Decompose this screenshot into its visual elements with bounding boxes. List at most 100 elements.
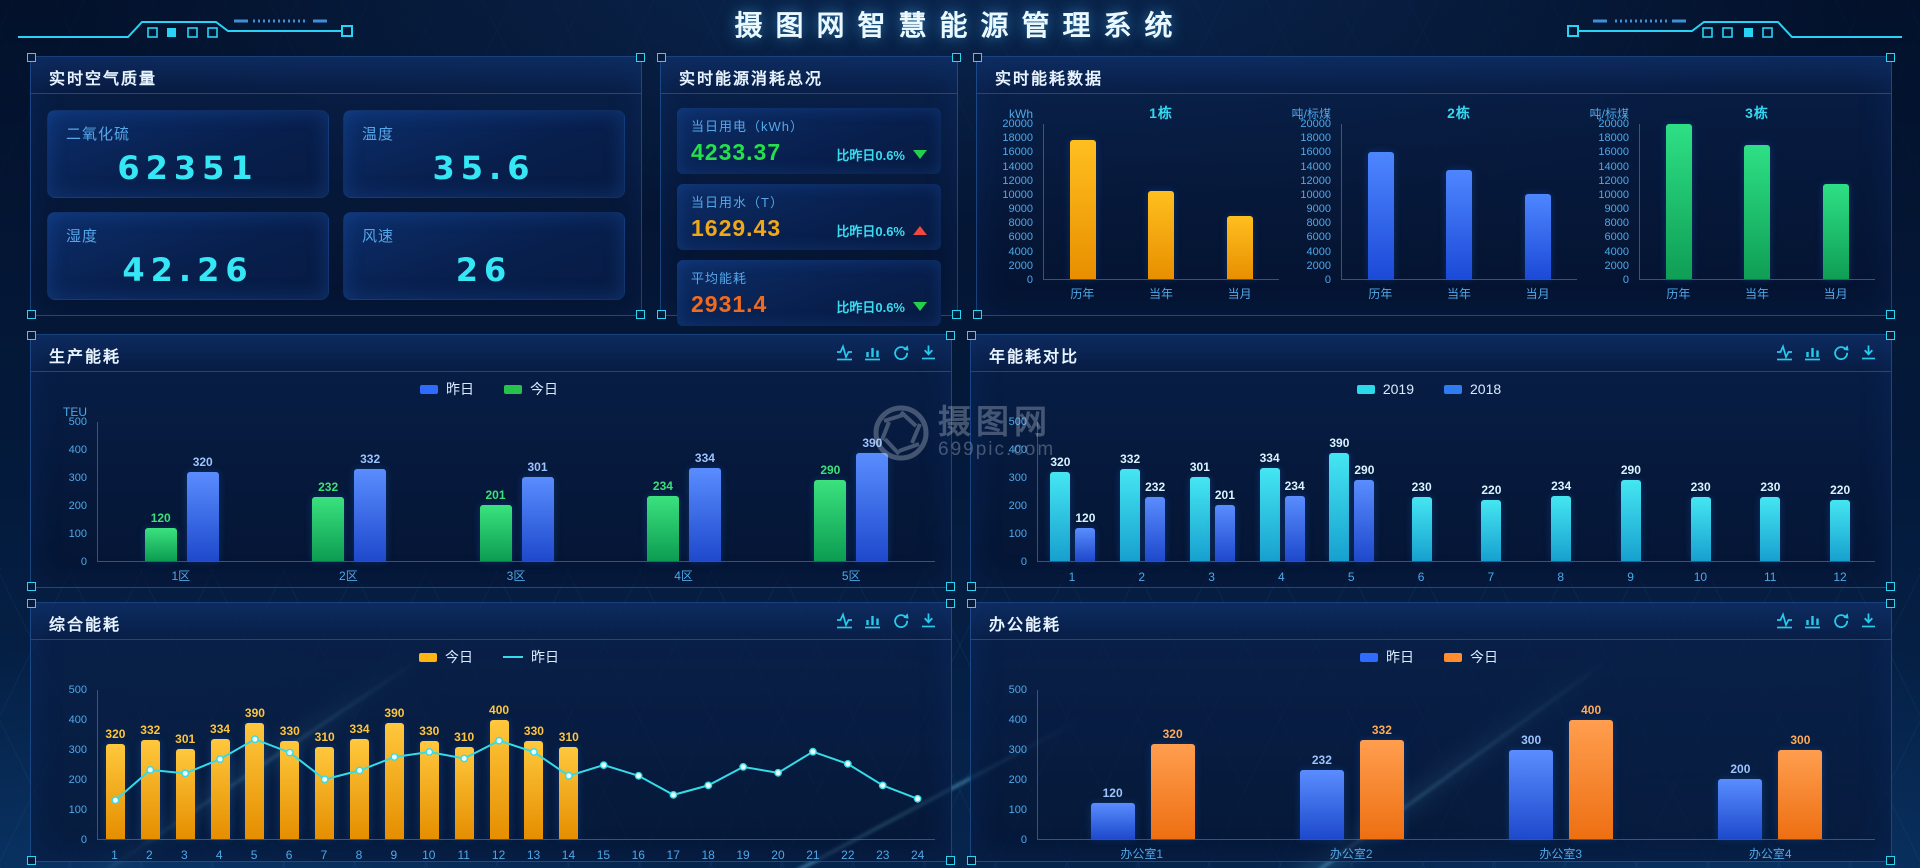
x-axis-label: 5 [250, 848, 258, 862]
comprehensive-bar[interactable] [419, 740, 439, 839]
comprehensive-bar[interactable] [350, 739, 370, 839]
line-chart-icon[interactable] [1776, 344, 1793, 361]
annual-bar[interactable] [1120, 468, 1141, 561]
production-bar[interactable] [479, 505, 512, 561]
annual-bar[interactable] [1050, 472, 1071, 561]
legend-item-2019[interactable]: 2019 [1356, 381, 1414, 397]
annual-bar[interactable] [1551, 495, 1572, 561]
comprehensive-bar[interactable] [524, 740, 544, 839]
comprehensive-bar[interactable] [315, 746, 335, 839]
annual-bar[interactable] [1075, 527, 1096, 561]
production-bar[interactable] [312, 496, 345, 561]
bar-chart-icon[interactable] [864, 612, 881, 629]
building1-bar[interactable] [1070, 139, 1097, 279]
x-axis-label: 当年 [1149, 287, 1174, 301]
annual-bar[interactable] [1411, 497, 1432, 561]
y-tick-label: 6000 [1008, 231, 1033, 244]
annual-bar[interactable] [1830, 499, 1851, 561]
production-bar[interactable] [521, 477, 554, 561]
legend-item-昨日[interactable]: 昨日 [420, 379, 474, 399]
comprehensive-bar[interactable] [384, 722, 404, 839]
comprehensive-bar[interactable] [175, 749, 195, 839]
refresh-icon[interactable] [1832, 344, 1849, 361]
download-icon[interactable] [920, 612, 937, 629]
building2-bar[interactable] [1524, 194, 1551, 279]
production-bar[interactable] [646, 495, 679, 561]
production-bar[interactable] [814, 480, 847, 561]
comprehensive-bar[interactable] [140, 740, 160, 839]
annual-bar[interactable] [1189, 477, 1210, 561]
office-bar[interactable] [1509, 749, 1554, 839]
production-bar[interactable] [186, 472, 219, 561]
summary-row-electricity: 当日用电（kWh） 4233.37 比昨日0.6% [677, 108, 941, 174]
bar-group: 332 232 [1108, 422, 1178, 561]
office-bar[interactable] [1090, 803, 1135, 839]
office-bar[interactable] [1359, 740, 1404, 839]
annual-bar[interactable] [1145, 496, 1166, 561]
y-tick-label: 2000 [1008, 259, 1033, 272]
office-bar[interactable] [1569, 719, 1614, 839]
comprehensive-bar[interactable] [280, 740, 300, 839]
office-bar[interactable] [1150, 743, 1195, 839]
office-bar[interactable] [1299, 769, 1344, 839]
legend-item-今日[interactable]: 今日 [504, 379, 558, 399]
x-axis: 历年 当年 当月 [1341, 280, 1577, 302]
chart-title [1037, 670, 1875, 690]
building2-bar[interactable] [1446, 169, 1473, 279]
y-tick-label: 4000 [1008, 245, 1033, 258]
office-bar[interactable] [1718, 779, 1763, 839]
annual-bar[interactable] [1690, 497, 1711, 561]
production-bar[interactable] [688, 468, 721, 561]
bar-chart-icon[interactable] [1804, 612, 1821, 629]
legend-label: 今日 [1470, 649, 1498, 665]
annual-bar[interactable] [1354, 480, 1375, 561]
refresh-icon[interactable] [892, 612, 909, 629]
download-icon[interactable] [920, 344, 937, 361]
building3-bar[interactable] [1666, 124, 1693, 279]
bar-group [691, 690, 726, 839]
annual-bar[interactable] [1620, 480, 1641, 561]
production-bar[interactable] [856, 452, 889, 561]
refresh-icon[interactable] [1832, 612, 1849, 629]
building3-bar[interactable] [1822, 183, 1849, 279]
production-bar[interactable] [354, 468, 387, 561]
legend-label: 昨日 [1386, 649, 1414, 665]
legend-item-今日[interactable]: 今日 [419, 647, 473, 667]
annual-bar[interactable] [1259, 468, 1280, 561]
line-chart-icon[interactable] [836, 344, 853, 361]
y-axis-unit: 吨/标煤 [1291, 107, 1331, 121]
building2-bar[interactable] [1368, 152, 1395, 279]
comprehensive-bar[interactable] [245, 722, 265, 839]
bar-group [761, 690, 796, 839]
annual-bar[interactable] [1214, 505, 1235, 561]
legend-item-昨日[interactable]: 昨日 [503, 647, 559, 667]
legend-item-2018[interactable]: 2018 [1444, 381, 1501, 397]
comprehensive-bar[interactable] [105, 743, 125, 839]
line-chart-icon[interactable] [836, 612, 853, 629]
annual-bar[interactable] [1481, 499, 1502, 561]
building1-bar[interactable] [1226, 215, 1253, 279]
building3-bar[interactable] [1744, 145, 1771, 279]
y-tick-label: 14000 [1300, 160, 1331, 173]
download-icon[interactable] [1860, 612, 1877, 629]
office-bar[interactable] [1778, 749, 1823, 839]
download-icon[interactable] [1860, 344, 1877, 361]
comprehensive-bar[interactable] [210, 739, 230, 839]
bar-chart-icon[interactable] [1804, 344, 1821, 361]
production-bar[interactable] [144, 527, 177, 561]
annual-bar[interactable] [1329, 452, 1350, 561]
bar-chart-icon[interactable] [864, 344, 881, 361]
comprehensive-bar[interactable] [489, 719, 509, 839]
building1-bar[interactable] [1148, 190, 1175, 279]
refresh-icon[interactable] [892, 344, 909, 361]
legend-item-昨日[interactable]: 昨日 [1360, 647, 1414, 667]
corner-marker [27, 856, 36, 865]
line-chart-icon[interactable] [1776, 612, 1793, 629]
comprehensive-bar[interactable] [454, 746, 474, 839]
annual-bar[interactable] [1760, 497, 1781, 561]
annual-bar[interactable] [1284, 495, 1305, 561]
comprehensive-bar[interactable] [559, 746, 579, 839]
building3-chart: 吨/标煤 3栋 20000 18000 16000 14000 12000 10000 9000… [1585, 102, 1875, 301]
legend-item-今日[interactable]: 今日 [1444, 647, 1498, 667]
y-tick-label: 0 [1020, 556, 1027, 568]
